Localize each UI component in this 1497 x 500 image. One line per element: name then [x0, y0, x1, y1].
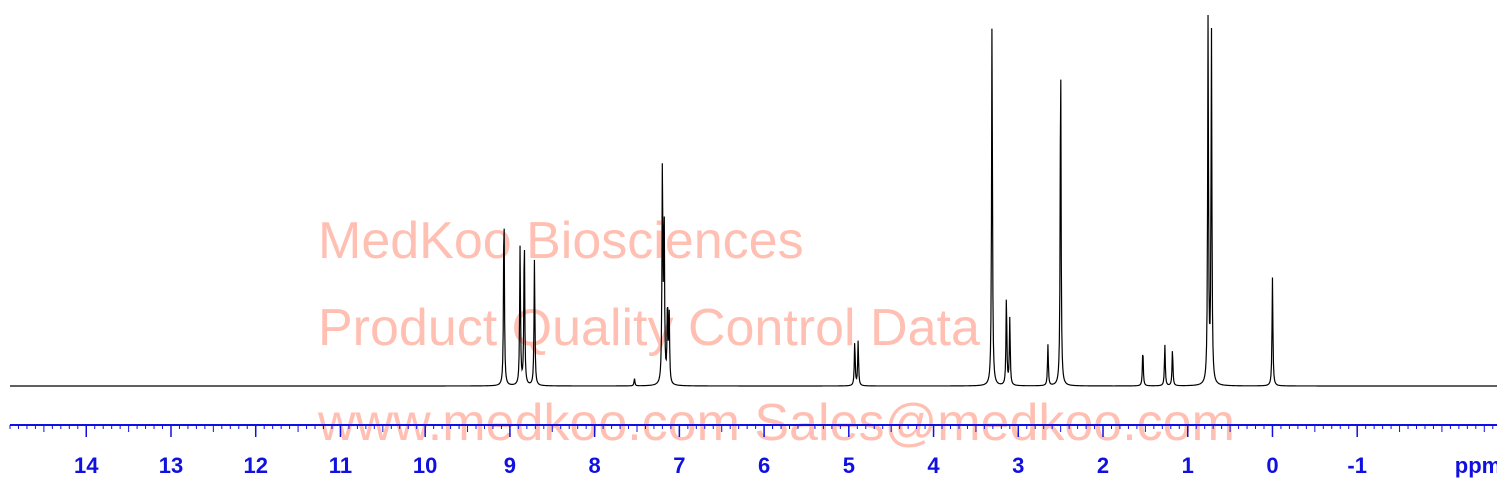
tick-label: 8 — [589, 453, 601, 478]
tick-label: 5 — [843, 453, 855, 478]
tick-label: 1 — [1182, 453, 1194, 478]
watermark-line-1: MedKoo Biosciences — [318, 212, 804, 270]
tick-label: 10 — [413, 453, 437, 478]
tick-label: 2 — [1097, 453, 1109, 478]
x-axis: 14 13 12 11 10 9 8 7 6 5 4 3 2 1 0 -1 ppm — [9, 424, 1497, 478]
tick-label: 4 — [927, 453, 940, 478]
watermark: MedKoo Biosciences Product Quality Contr… — [317, 212, 1235, 452]
spectrum-trace — [10, 14, 1497, 387]
tick-label: 9 — [504, 453, 516, 478]
x-axis-label: ppm — [1455, 453, 1497, 478]
tick-label: 0 — [1266, 453, 1278, 478]
tick-label: 13 — [159, 453, 183, 478]
watermark-line-3: www.medkoo.com Sales@medkoo.com — [317, 394, 1235, 452]
watermark-line-2: Product Quality Control Data — [318, 299, 980, 357]
tick-label: 3 — [1012, 453, 1024, 478]
tick-label: 12 — [243, 453, 267, 478]
tick-label: 6 — [758, 453, 770, 478]
tick-label: 14 — [74, 453, 99, 478]
tick-label: 7 — [673, 453, 685, 478]
major-ticks — [85, 425, 1358, 437]
tick-label: -1 — [1347, 453, 1367, 478]
tick-labels: 14 13 12 11 10 9 8 7 6 5 4 3 2 1 0 -1 — [74, 453, 1367, 478]
tick-label: 11 — [329, 453, 352, 478]
